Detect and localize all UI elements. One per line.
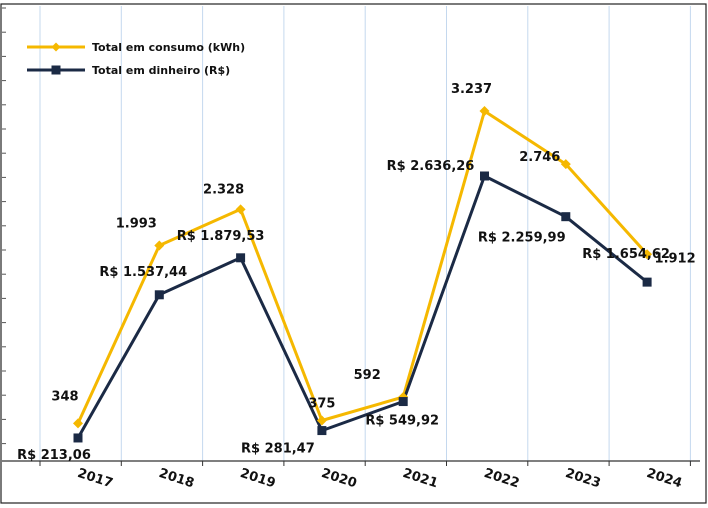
consumo-data-label: 2.328 xyxy=(203,182,244,197)
consumo-point xyxy=(560,159,571,170)
axes xyxy=(2,7,700,466)
legend: Total em consumo (kWh) Total em dinheiro … xyxy=(27,41,245,77)
dinheiro-data-label: R$ 1.654,62 xyxy=(582,247,670,262)
dinheiro-data-label: R$ 2.259,99 xyxy=(478,231,566,246)
chart-frame xyxy=(0,3,707,504)
series-lines xyxy=(76,109,649,439)
dinheiro-point xyxy=(154,290,164,300)
dinheiro-point xyxy=(561,212,571,222)
x-tick-label: 2018 xyxy=(157,466,196,491)
legend-marker xyxy=(51,42,61,52)
dinheiro-point xyxy=(317,426,327,436)
consumo-point xyxy=(642,249,653,260)
x-tick-label: 2024 xyxy=(645,466,684,491)
consumo-point xyxy=(479,106,490,117)
consumo-point xyxy=(235,204,246,215)
x-tick-labels: 2017 2018 2019 2020 2021 2022 2023 2024 xyxy=(76,466,684,491)
dinheiro-point xyxy=(480,171,489,181)
series-line-2 xyxy=(76,174,649,439)
data-labels: 348 1.993 2.328 375 592 3.237 2.746 1.912 R$ 213… xyxy=(17,82,696,463)
gridlines xyxy=(39,6,691,461)
consumo-data-label: 2.746 xyxy=(519,150,560,165)
consumo-point xyxy=(73,418,83,429)
series-line-1 xyxy=(76,109,649,425)
dinheiro-data-label: R$ 281,47 xyxy=(241,442,315,457)
x-tick-label: 2017 xyxy=(76,466,115,491)
x-tick-label: 2020 xyxy=(319,466,358,491)
legend-marker xyxy=(51,65,61,75)
dinheiro-point xyxy=(642,277,652,287)
consumo-point xyxy=(154,240,165,251)
dinheiro-data-label: R$ 2.636,26 xyxy=(387,159,475,174)
dinheiro-point xyxy=(398,397,408,407)
dinheiro-data-label: R$ 1.537,44 xyxy=(99,265,187,280)
x-tick-label: 2022 xyxy=(482,466,521,491)
x-tick-label: 2021 xyxy=(401,466,440,491)
legend-label: Total em consumo (kWh) xyxy=(92,41,245,54)
x-tick-label: 2019 xyxy=(238,466,277,491)
consumo-data-label: 1.912 xyxy=(655,251,696,266)
dinheiro-data-label: R$ 213,06 xyxy=(17,448,91,463)
dinheiro-point xyxy=(236,253,246,263)
consumo-data-label: 348 xyxy=(51,389,78,404)
legend-label: Total em dinheiro (R$) xyxy=(92,64,230,77)
consumo-data-label: 1.993 xyxy=(116,217,157,232)
dinheiro-point xyxy=(73,433,83,443)
dinheiro-data-label: R$ 1.879,53 xyxy=(177,229,265,244)
dinheiro-data-label: R$ 549,92 xyxy=(365,414,439,429)
x-tick-label: 2023 xyxy=(563,466,602,491)
series-markers xyxy=(73,106,653,443)
consumo-data-label: 3.237 xyxy=(451,82,492,97)
consumo-data-label: 592 xyxy=(354,368,381,383)
consumo-data-label: 375 xyxy=(308,396,335,411)
consumo-point xyxy=(316,415,327,426)
